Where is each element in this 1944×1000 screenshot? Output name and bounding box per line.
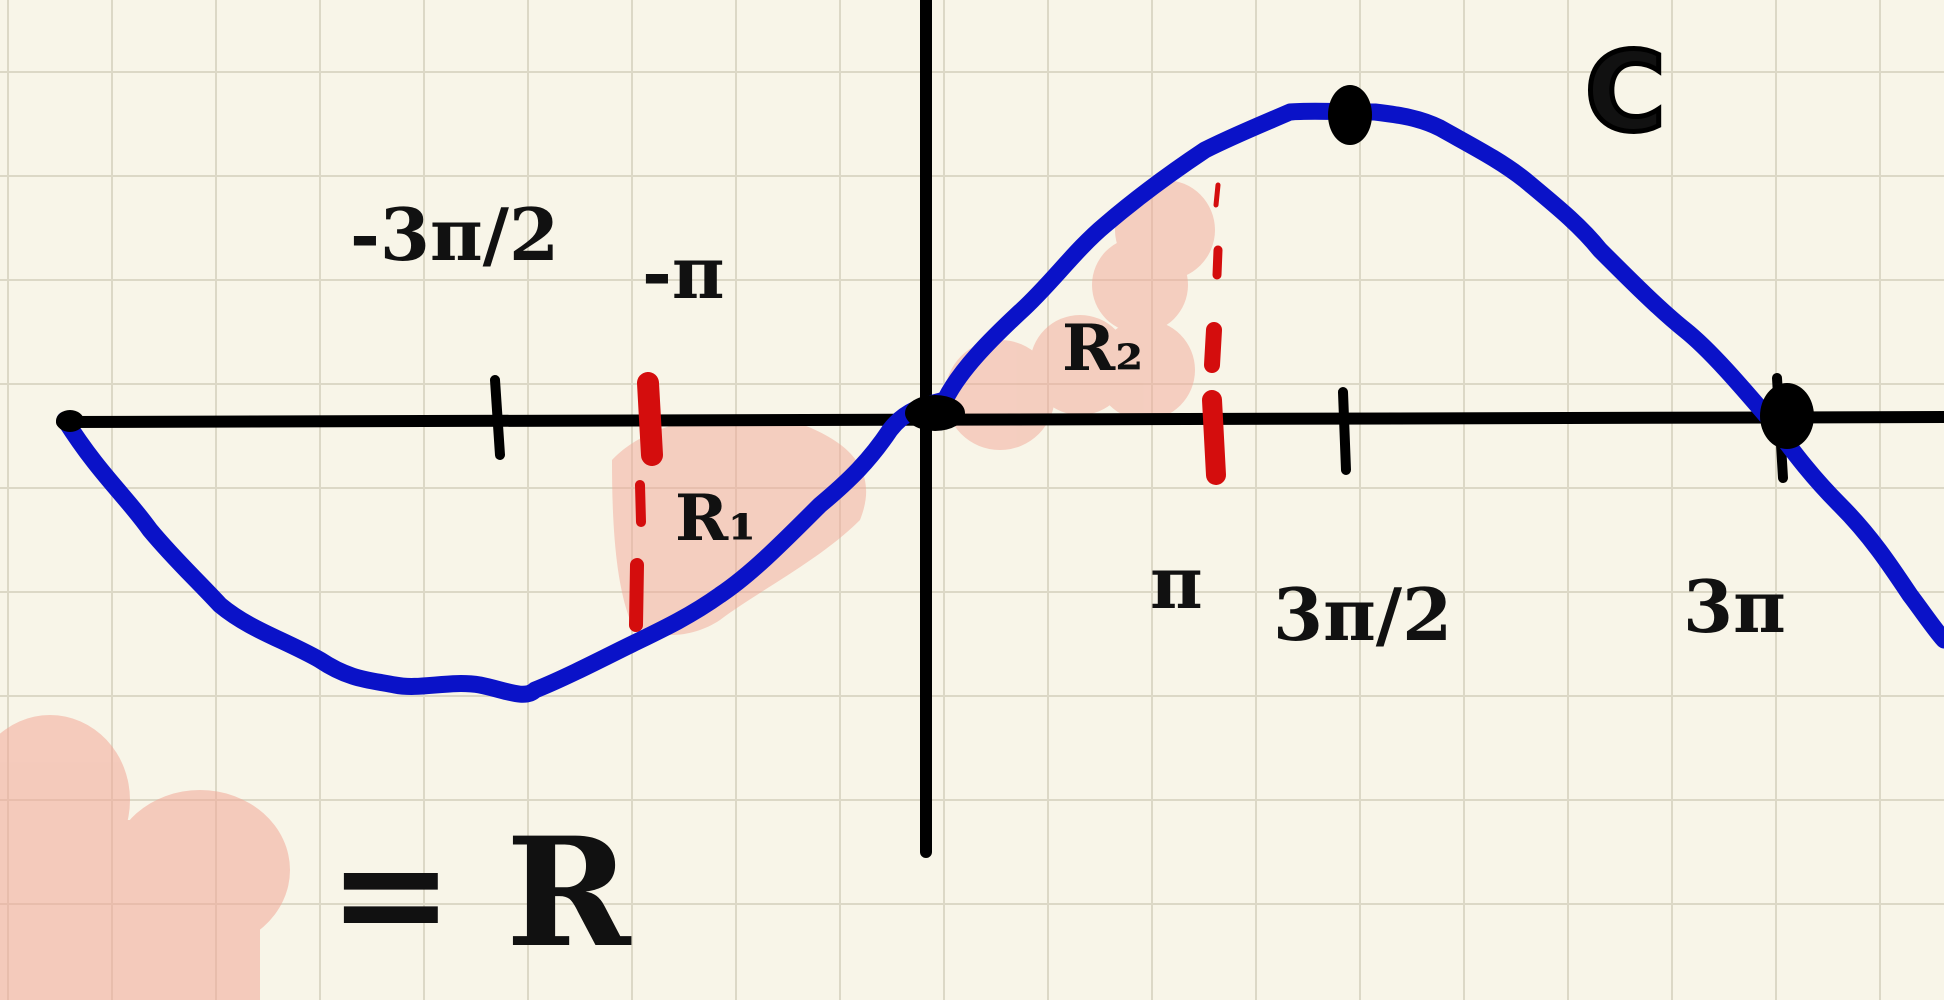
legend-equals-r: = R <box>328 805 632 981</box>
point-peak <box>1328 85 1372 145</box>
label-pi: π <box>1150 540 1203 625</box>
point-left-end <box>56 410 84 432</box>
point-three-pi <box>1760 383 1814 449</box>
label-region-r1: R₁ <box>675 481 756 556</box>
curve-c <box>56 102 1944 703</box>
x-axis <box>56 411 1944 428</box>
marker-pi <box>1202 182 1226 485</box>
tick-neg-three-pi-half <box>490 375 505 460</box>
label-neg-pi: -π <box>642 230 725 315</box>
point-origin <box>905 395 965 431</box>
tick-three-pi-half <box>1338 387 1351 475</box>
intersection-points <box>56 85 1814 449</box>
label-three-pi-half: 3π/2 <box>1273 572 1452 657</box>
label-neg-three-pi-half: -3π/2 <box>350 192 559 277</box>
marker-neg-pi <box>629 372 663 632</box>
label-curve-c: C <box>1585 28 1666 156</box>
label-region-r2: R₂ <box>1062 311 1143 386</box>
label-three-pi: 3π <box>1683 564 1786 649</box>
region-r1-shading <box>612 416 867 635</box>
legend-highlight-blob <box>0 715 290 1000</box>
